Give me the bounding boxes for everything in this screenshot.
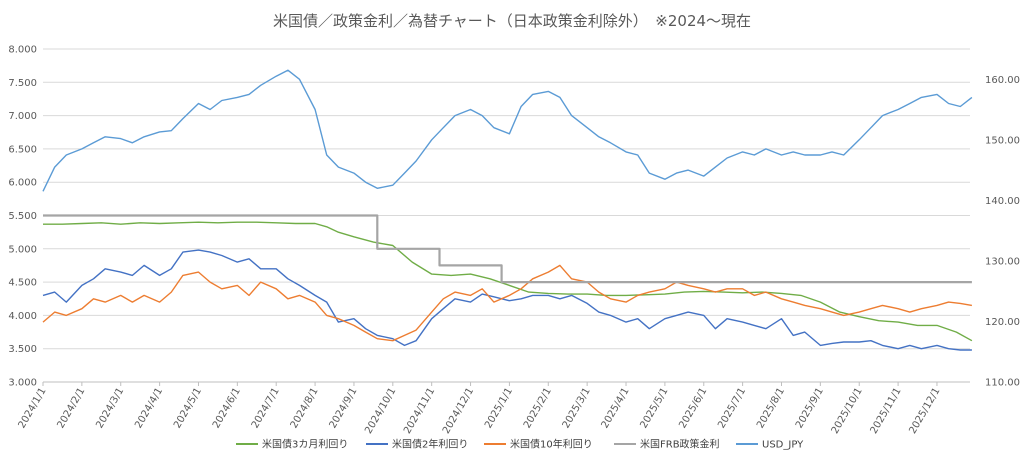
y-left-tick-label: 5.000 bbox=[8, 244, 37, 255]
x-tick-label: 2025/5/1 bbox=[638, 386, 670, 430]
chart-title: 米国債／政策金利／為替チャート（日本政策金利除外） ※2024～現在 bbox=[273, 12, 751, 30]
y-right-tick-label: 130.00 bbox=[985, 256, 1020, 267]
series-line-4 bbox=[42, 69, 973, 192]
legend: 米国債3カ月利回り 米国債2年利回り 米国債10年利回り 米国FRB政策金利 USD_J… bbox=[236, 438, 804, 451]
series-line-0 bbox=[43, 221, 973, 342]
series-lines bbox=[42, 69, 973, 351]
x-tick-label: 2025/1/1 bbox=[483, 386, 515, 430]
y-left-tick-label: 8.000 bbox=[8, 45, 37, 56]
series-line-3 bbox=[43, 214, 972, 284]
x-tick-label: 2025/10/1 bbox=[830, 386, 865, 436]
x-tick-label: 2024/1/1 bbox=[17, 386, 49, 430]
x-tick-label: 2024/9/1 bbox=[328, 386, 360, 430]
y-right-tick-label: 160.00 bbox=[985, 75, 1020, 86]
x-tick-label: 2025/12/1 bbox=[907, 386, 942, 436]
x-tick-label: 2024/12/1 bbox=[441, 386, 476, 436]
legend-label-2: 米国債10年利回り bbox=[510, 438, 593, 451]
x-tick-label: 2025/9/1 bbox=[794, 386, 826, 430]
x-tick-label: 2024/10/1 bbox=[363, 386, 398, 436]
y-right-tick-label: 150.00 bbox=[985, 135, 1020, 146]
y-left-tick-label: 7.000 bbox=[8, 111, 37, 122]
x-tick-label: 2024/3/1 bbox=[94, 386, 126, 430]
x-tick-label: 2025/7/1 bbox=[716, 386, 748, 430]
x-tick-label: 2024/4/1 bbox=[133, 386, 165, 430]
axes: 3.000 3.500 4.000 4.500 5.000 5.500 6.000 6.500… bbox=[8, 45, 1020, 436]
y-left-tick-label: 3.500 bbox=[8, 344, 37, 355]
y-right-tick-label: 120.00 bbox=[985, 317, 1020, 328]
x-tick-label: 2024/5/1 bbox=[172, 386, 204, 430]
x-tick-label: 2025/8/1 bbox=[755, 386, 787, 430]
x-tick-label: 2024/7/1 bbox=[250, 386, 282, 430]
legend-label-3: 米国FRB政策金利 bbox=[640, 438, 720, 451]
x-tick-label: 2025/6/1 bbox=[677, 386, 709, 430]
y-right-tick-label: 110.00 bbox=[985, 378, 1020, 389]
x-tick-label: 2025/2/1 bbox=[522, 386, 554, 430]
y-left-tick-label: 3.000 bbox=[8, 378, 37, 389]
x-tick-label: 2025/3/1 bbox=[561, 386, 593, 430]
y-left-tick-label: 4.500 bbox=[8, 278, 37, 289]
y-left-tick-label: 7.500 bbox=[8, 78, 37, 89]
x-tick-label: 2024/2/1 bbox=[55, 386, 87, 430]
legend-label-0: 米国債3カ月利回り bbox=[262, 438, 348, 451]
y-left-tick-label: 4.000 bbox=[8, 311, 37, 322]
y-left-tick-label: 6.500 bbox=[8, 144, 37, 155]
x-tick-label: 2024/6/1 bbox=[211, 386, 243, 430]
y-left-tick-label: 6.000 bbox=[8, 178, 37, 189]
series-line-1 bbox=[42, 249, 972, 351]
x-tick-label: 2025/11/1 bbox=[869, 386, 904, 436]
y-left-tick-label: 5.500 bbox=[8, 211, 37, 222]
y-right-tick-label: 140.00 bbox=[985, 196, 1020, 207]
legend-label-1: 米国債2年利回り bbox=[392, 438, 468, 451]
x-tick-label: 2024/11/1 bbox=[402, 386, 437, 436]
series-line-2 bbox=[42, 264, 973, 342]
legend-label-4: USD_JPY bbox=[762, 440, 804, 451]
x-tick-label: 2025/4/1 bbox=[600, 386, 632, 430]
x-tick-label: 2024/8/1 bbox=[289, 386, 321, 430]
